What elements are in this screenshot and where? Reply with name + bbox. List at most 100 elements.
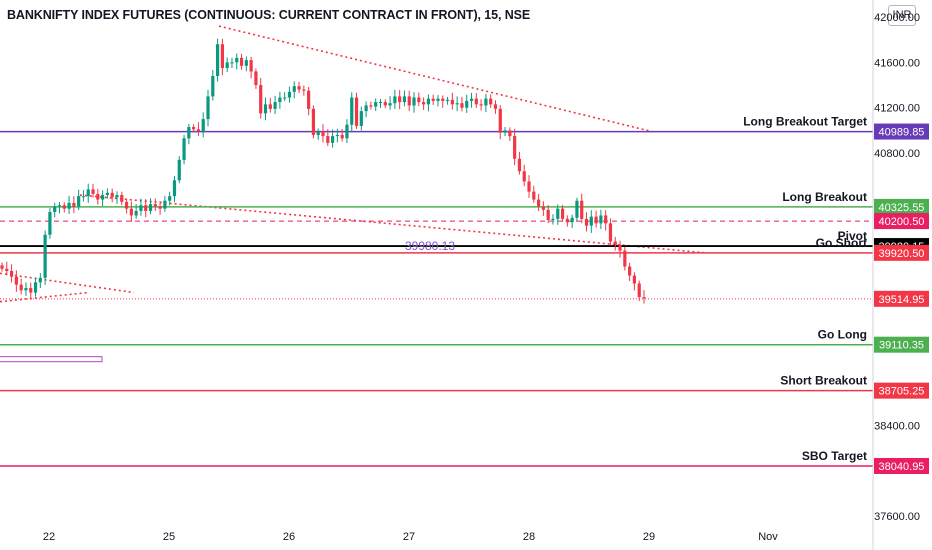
candle-body: [474, 98, 478, 105]
candle-body: [522, 171, 526, 182]
candle-body: [62, 205, 66, 209]
candle-body: [292, 86, 296, 92]
candle-body: [225, 62, 229, 69]
x-tick-label: 26: [283, 531, 295, 543]
candle-body: [498, 108, 502, 133]
y-tick-label: 38400.00: [874, 420, 920, 432]
candle-body: [632, 275, 637, 284]
price-tag-label: 38705.25: [879, 386, 925, 398]
candle-body: [450, 99, 454, 105]
candle-body: [139, 205, 143, 211]
candle-body: [517, 158, 522, 172]
price-tag-label: 39920.50: [879, 248, 925, 260]
candle-body: [613, 241, 617, 245]
candle-body: [354, 97, 359, 126]
candle-body: [608, 223, 613, 242]
price-tag: [874, 213, 929, 230]
candle-body: [326, 136, 330, 143]
candle-body: [249, 60, 253, 72]
candle-body: [158, 206, 162, 209]
candle-body: [316, 131, 320, 135]
x-tick-label: 22: [43, 531, 55, 543]
y-tick-label: 41200.00: [874, 103, 920, 115]
candle-body: [0, 265, 4, 269]
price-tag: [874, 457, 929, 474]
candle-body: [124, 201, 129, 209]
candle-body: [484, 98, 488, 106]
candle-body: [321, 131, 325, 137]
candle-body: [335, 134, 339, 137]
candle-body: [436, 98, 440, 101]
candle-body: [57, 205, 62, 207]
candle-body: [67, 202, 71, 209]
candle-body: [455, 103, 459, 105]
candle-body: [263, 104, 268, 114]
x-tick-label: 25: [163, 531, 175, 543]
candle-body: [177, 159, 181, 181]
candle-body: [283, 97, 287, 99]
price-tag-label: 38040.95: [879, 461, 925, 473]
candle-body: [14, 276, 18, 285]
candle-body: [407, 96, 411, 106]
candle-body: [144, 205, 148, 211]
candle-body: [129, 208, 133, 216]
candle-body: [220, 44, 224, 69]
candle-body: [350, 97, 354, 125]
candle-body: [115, 195, 119, 198]
level-name: Long Breakout Target: [743, 115, 867, 129]
candle-body: [431, 98, 435, 101]
candle-body: [254, 71, 258, 86]
candle-body: [105, 192, 110, 196]
candle-body: [201, 119, 205, 132]
candle-body: [532, 191, 536, 200]
candle-body: [536, 199, 541, 207]
candle-body: [359, 111, 363, 126]
candle-body: [330, 136, 335, 143]
currency-button[interactable]: INR: [888, 5, 916, 26]
candle-body: [618, 244, 622, 251]
candle-body: [556, 208, 560, 219]
candle-body: [340, 134, 344, 139]
y-tick-label: 42000.00: [874, 12, 920, 24]
candle-body: [38, 277, 42, 283]
candle-body: [422, 102, 426, 105]
candle-body: [244, 60, 248, 66]
candle-body: [527, 181, 531, 192]
candle-body: [551, 218, 555, 220]
candle-body: [398, 96, 402, 103]
candle-body: [599, 215, 603, 224]
candle-body: [273, 102, 277, 109]
candle-body: [369, 105, 373, 107]
trend-line: [0, 291, 89, 303]
candle-body: [19, 284, 23, 291]
candle-body: [546, 209, 550, 220]
candle-body: [163, 200, 167, 209]
price-tag: [874, 382, 929, 399]
candle-body: [426, 98, 431, 105]
price-tag: [874, 290, 929, 307]
candle-body: [268, 104, 272, 109]
candle-body: [24, 288, 28, 291]
candle-body: [637, 283, 641, 298]
trend-line: [79, 194, 707, 254]
level-name: Short Breakout: [780, 374, 867, 388]
price-tag-label: 40200.50: [879, 216, 925, 228]
candle-body: [513, 136, 517, 159]
candle-body: [493, 104, 498, 109]
candle-body: [445, 99, 450, 101]
candle-body: [393, 96, 397, 104]
candle-body: [81, 196, 86, 198]
candle-body: [374, 102, 378, 107]
candle-body: [101, 195, 105, 200]
candle-body: [196, 129, 201, 132]
candle-body: [96, 193, 100, 200]
level-name: Go Long: [818, 328, 867, 342]
price-tag-label: 40325.55: [879, 202, 925, 214]
candle-body: [479, 104, 483, 106]
candle-body: [86, 189, 90, 197]
candle-body: [460, 103, 464, 108]
x-tick-label: 27: [403, 531, 415, 543]
candle-body: [465, 100, 469, 108]
candle-body: [120, 195, 124, 202]
